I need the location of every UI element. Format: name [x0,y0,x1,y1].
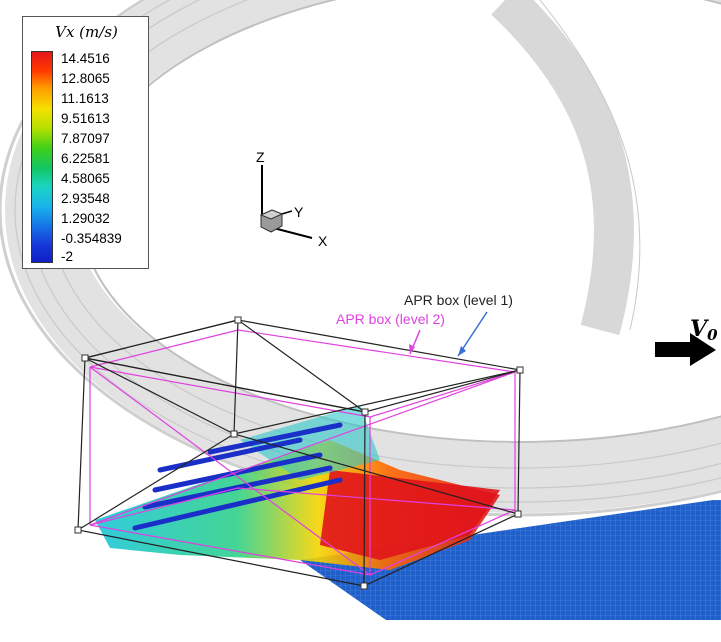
y-axis-label: Y [294,204,304,220]
apr-level1-arrowhead [458,346,466,356]
velocity-label: V0 [690,316,718,344]
legend-value: 4.58065 [61,171,110,186]
road-plane [300,500,721,620]
legend-value: 9.51613 [61,111,110,126]
legend-title: Vx (m/s) [55,23,118,41]
legend-value: 6.22581 [61,151,110,166]
apr-level2-label: APR box (level 2) [336,311,445,327]
legend-value: 14.4516 [61,51,110,66]
apr-box-level2 [89,329,516,576]
apr-box-level1 [74,316,524,590]
color-legend: Vx (m/s) 14.4516 12.8065 11.1613 9.51613… [22,16,149,269]
legend-value: 12.8065 [61,71,110,86]
legend-value: 1.29032 [61,211,110,226]
apr-level1-label: APR box (level 1) [404,292,513,308]
x-axis-label: X [318,233,328,249]
legend-value: -2 [61,249,74,264]
legend-value: 7.87097 [61,131,110,146]
axis-triad: Z Y X [256,149,328,249]
apr-level2-arrowhead [409,344,415,354]
legend-value: 2.93548 [61,191,110,206]
velocity-arrow [655,333,716,366]
z-axis-label: Z [256,149,265,165]
legend-value: 11.1613 [61,91,109,106]
legend-colorbar [31,51,53,263]
legend-value: -0.354839 [61,231,122,246]
